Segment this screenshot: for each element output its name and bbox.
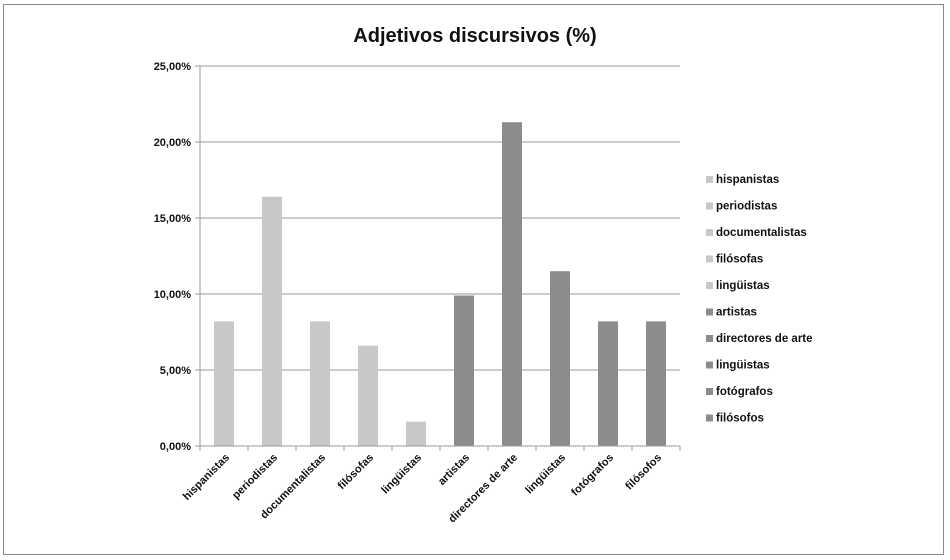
x-tick-label: hispanistas — [181, 452, 232, 503]
bar — [454, 295, 474, 446]
chart-frame — [3, 4, 944, 555]
legend-label: artistas — [716, 307, 757, 319]
bars — [214, 122, 666, 447]
bar — [262, 196, 282, 446]
legend-label: filósofas — [716, 254, 763, 266]
bar — [406, 421, 426, 446]
legend-swatch — [706, 388, 713, 395]
legend-swatch — [706, 335, 713, 342]
legend-label: filósofos — [716, 413, 764, 425]
legend-swatch — [706, 361, 713, 369]
legend-label: periodistas — [716, 201, 777, 213]
legend-swatch — [706, 414, 713, 422]
legend-label: lingüistas — [716, 280, 770, 292]
y-tick-label: 25,00% — [154, 61, 192, 73]
legend-swatch — [706, 282, 713, 289]
bar — [598, 321, 618, 446]
bar — [502, 122, 522, 447]
x-tick-label: periodistas — [230, 452, 280, 502]
legend-swatch — [706, 308, 713, 316]
legend-label: lingüistas — [716, 360, 770, 372]
x-tick-label: filósofos — [623, 452, 664, 493]
legend-label: documentalistas — [716, 227, 807, 239]
chart-title: Adjetivos discursivos (%) — [353, 25, 596, 47]
legend-swatch — [706, 255, 713, 263]
x-tick-label: lingüistas — [523, 452, 568, 497]
y-tick-label: 20,00% — [154, 137, 192, 149]
legend-label: fotógrafos — [716, 386, 773, 398]
y-tick-label: 0,00% — [160, 441, 191, 453]
y-axis: 0,00% 5,00% 10,00% 15,00% 20,00% 25,00% — [154, 61, 201, 453]
bar — [358, 345, 378, 446]
bar — [214, 321, 234, 446]
bar — [310, 321, 330, 446]
x-tick-label: artistas — [436, 452, 472, 488]
legend-swatch — [706, 202, 713, 210]
legend: hispanistas periodistas documentalistas fil… — [706, 174, 813, 425]
x-tick-label: filósofas — [336, 452, 376, 492]
bar — [646, 321, 666, 446]
legend-label: hispanistas — [716, 174, 779, 186]
x-tick-label: lingüistas — [379, 452, 424, 497]
legend-swatch — [706, 176, 713, 183]
y-tick-label: 15,00% — [154, 213, 192, 225]
legend-label: directores de arte — [716, 333, 813, 345]
y-tick-label: 5,00% — [160, 365, 191, 377]
y-tick-label: 10,00% — [154, 289, 192, 301]
x-tick-label: fotógrafos — [569, 452, 616, 499]
bar — [550, 271, 570, 446]
legend-swatch — [706, 229, 713, 236]
